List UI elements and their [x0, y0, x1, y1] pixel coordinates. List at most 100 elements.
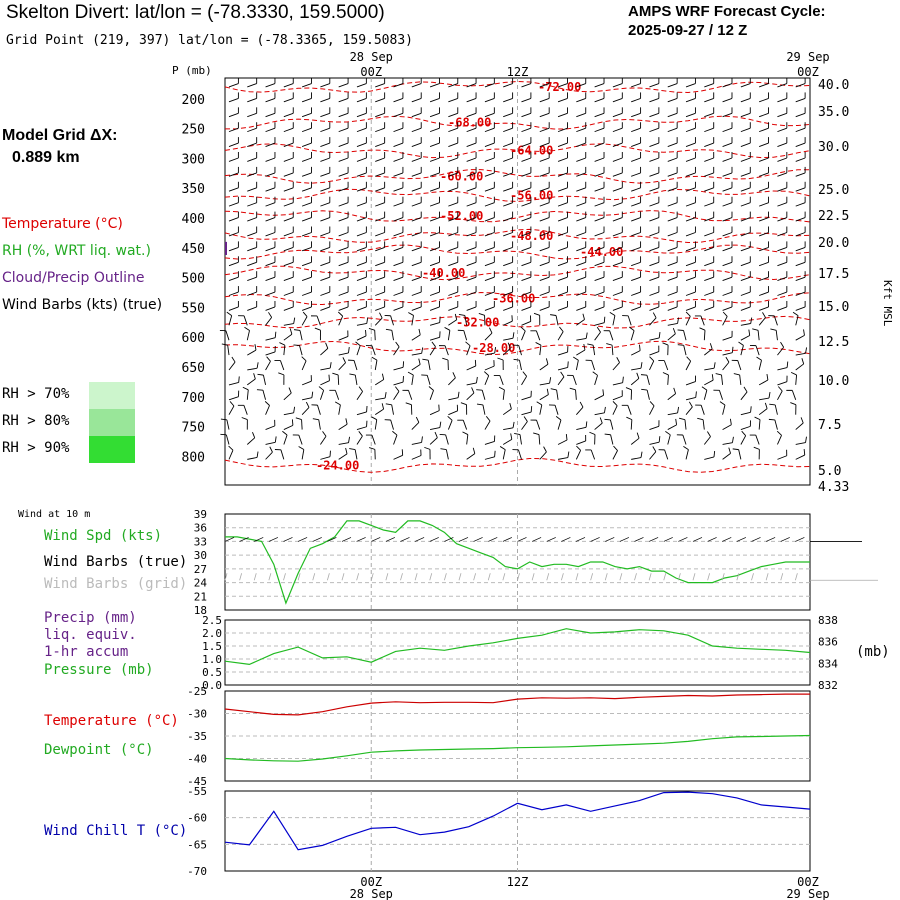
wind-barb [411, 246, 422, 252]
wind-barb [356, 335, 367, 341]
wind-barb [320, 83, 330, 88]
wind-barb [484, 187, 495, 192]
wind-barb [356, 322, 367, 326]
wind-barb [667, 424, 677, 430]
wind10m-true-barb [502, 537, 513, 542]
wind-barb [612, 306, 623, 311]
wind-barb-flag [415, 416, 420, 423]
wind-barb [649, 157, 660, 162]
wind-barb-flag [329, 362, 332, 369]
wind10m-grid-barb [634, 573, 637, 581]
wind-barb [685, 217, 696, 222]
wind-barb [777, 142, 787, 147]
wind-barb [246, 389, 249, 400]
wind-barb [612, 112, 623, 118]
wind-barb [576, 406, 584, 415]
wind-barb [740, 217, 751, 222]
wind-barb [247, 349, 257, 356]
wind-barb [777, 435, 782, 445]
wind10m-true-barb [561, 537, 571, 542]
legend-pressure: Pressure (mb) [44, 662, 154, 678]
legend-temp-2m: Temperature (°C) [44, 713, 179, 729]
wind-barb [429, 261, 440, 267]
wind-barb [758, 317, 766, 326]
wind10m-true-barb [707, 537, 717, 542]
wind-barb [484, 97, 495, 103]
wind-barb-flag [604, 406, 606, 413]
wind-barb [777, 367, 788, 371]
wind-barb [411, 217, 422, 222]
wind-barb [594, 375, 598, 386]
wind10m-ytick-label: 24 [194, 577, 208, 590]
wind-barb [337, 374, 340, 385]
wind-barb [667, 127, 678, 133]
wind-barb-flag [725, 356, 730, 363]
wind-barb [521, 330, 526, 341]
wind-barb-flag [293, 329, 301, 331]
wind-barb [594, 422, 603, 430]
wind-barb-flag [454, 313, 458, 320]
wind-barb-flag [677, 317, 679, 324]
wind-barb [283, 306, 294, 311]
wind-barb-flag [786, 361, 789, 368]
wind-barb [411, 112, 422, 118]
wind-barb-flag [780, 341, 785, 348]
wind-barb [631, 367, 642, 371]
wind-barb [704, 157, 714, 162]
wind-barb [448, 172, 458, 177]
wind-barb [356, 217, 367, 222]
wind-barb-flag [274, 331, 277, 338]
wind-barb-flag [535, 342, 542, 346]
wind-barb [740, 97, 751, 103]
wind-barb [576, 246, 586, 252]
wind-barb-flag [677, 344, 684, 346]
wind10m-true-barb [341, 537, 352, 542]
wind10m-grid-barb [604, 573, 608, 581]
wind-barb-flag [715, 373, 722, 376]
wind-barb [466, 276, 477, 282]
wind-barb [557, 276, 568, 282]
wind-barb [576, 217, 586, 222]
wind-barb [521, 261, 532, 267]
wind-barb [667, 291, 678, 296]
wind-barb-flag [507, 342, 511, 349]
wind-barb [755, 345, 760, 356]
wind-barb [228, 396, 239, 401]
wind-barb [356, 202, 367, 207]
wind-barb [429, 390, 434, 400]
wind-barb [795, 291, 806, 296]
wind-barb [649, 317, 657, 326]
wind-barb [576, 187, 586, 192]
wind-barb [338, 217, 349, 222]
wind-barb-flag [604, 433, 611, 436]
wind-barb [740, 306, 751, 311]
pressure-axis-unit: (mb) [856, 644, 890, 660]
wind-barb [503, 187, 513, 192]
wind-barb [356, 306, 367, 311]
wind-barb [612, 97, 623, 103]
wind-barb [777, 346, 784, 356]
wind-barb [320, 380, 330, 386]
wind-barb [627, 315, 632, 326]
wind-barb [301, 261, 312, 267]
wind-barb [228, 202, 239, 207]
wind10m-true-barb [678, 537, 688, 542]
wind-barb [759, 127, 769, 133]
wind-barb [631, 142, 641, 147]
wind-barb [375, 379, 384, 386]
wind-barb [356, 97, 367, 103]
wind-barb-flag [497, 357, 504, 361]
wind-barb [685, 157, 696, 162]
wind-barb [704, 232, 714, 237]
isotherm-line [224, 115, 811, 130]
wind-barb [594, 306, 605, 311]
wind-barb [631, 246, 641, 252]
wind10m-grid-barb [473, 573, 477, 581]
wind-barb [539, 451, 547, 460]
wind-barb [338, 97, 349, 103]
wind-barb-flag [418, 328, 421, 335]
wind-barb-flag [447, 415, 453, 421]
wind-barb-flag [652, 312, 657, 319]
wind-barb-flag [252, 432, 256, 438]
wind-barb-flag [545, 358, 549, 365]
